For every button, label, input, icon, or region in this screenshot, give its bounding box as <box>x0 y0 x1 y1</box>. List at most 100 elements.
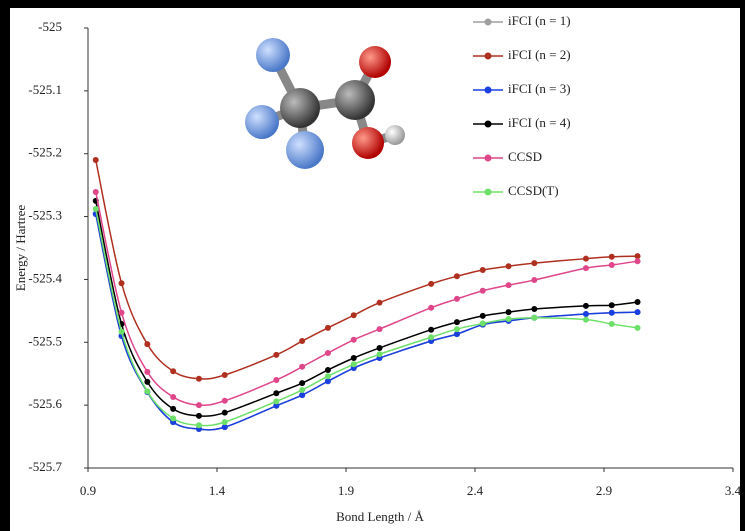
data-point <box>454 319 460 325</box>
data-point <box>635 258 641 264</box>
legend-marker <box>485 155 492 162</box>
legend-label: iFCI (n = 4) <box>508 115 571 130</box>
y-tick-label: -525.2 <box>28 145 62 160</box>
data-point <box>93 157 99 163</box>
data-point <box>583 303 589 309</box>
data-point <box>196 402 202 408</box>
data-point <box>119 329 125 335</box>
legend-marker <box>485 121 492 128</box>
data-point <box>583 311 589 317</box>
y-tick-label: -525.3 <box>28 208 62 223</box>
data-point <box>583 256 589 262</box>
data-point <box>273 398 279 404</box>
data-point <box>531 260 537 266</box>
data-point <box>609 321 615 327</box>
legend-label: CCSD <box>508 149 542 164</box>
data-point <box>454 296 460 302</box>
x-tick-label: 2.4 <box>467 483 484 498</box>
page: {"chart_data": {"type": "line", "x_label… <box>0 0 745 531</box>
legend-label: iFCI (n = 1) <box>508 13 571 28</box>
data-point <box>609 262 615 268</box>
data-point <box>325 325 331 331</box>
data-point <box>583 317 589 323</box>
data-point <box>480 288 486 294</box>
data-point <box>635 309 641 315</box>
data-point <box>609 254 615 260</box>
data-point <box>196 422 202 428</box>
data-point <box>273 390 279 396</box>
x-tick-label: 3.4 <box>725 483 742 498</box>
data-point <box>196 413 202 419</box>
data-point <box>273 377 279 383</box>
data-point <box>635 299 641 305</box>
data-point <box>428 305 434 311</box>
data-point <box>119 280 125 286</box>
data-point <box>635 325 641 331</box>
data-point <box>583 265 589 271</box>
data-point <box>93 206 99 212</box>
data-point <box>351 337 357 343</box>
legend-marker <box>485 53 492 60</box>
data-point <box>144 388 150 394</box>
data-point <box>144 341 150 347</box>
data-point <box>170 368 176 374</box>
data-point <box>222 372 228 378</box>
data-point <box>299 338 305 344</box>
data-point <box>531 277 537 283</box>
legend-marker <box>485 19 492 26</box>
data-point <box>325 350 331 356</box>
legend-label: CCSD(T) <box>508 183 559 198</box>
x-tick-label: 2.9 <box>596 483 612 498</box>
data-point <box>506 263 512 269</box>
y-tick-label: -525.6 <box>28 396 62 411</box>
legend-marker <box>485 87 492 94</box>
data-point <box>196 376 202 382</box>
legend-label: iFCI (n = 2) <box>508 47 571 62</box>
data-point <box>351 355 357 361</box>
x-tick-label: 1.4 <box>209 483 226 498</box>
legend-marker <box>485 189 492 196</box>
data-point <box>299 364 305 370</box>
data-point <box>428 281 434 287</box>
data-point <box>531 306 537 312</box>
data-point <box>506 282 512 288</box>
data-point <box>480 320 486 326</box>
data-point <box>144 379 150 385</box>
data-point <box>273 352 279 358</box>
data-point <box>325 367 331 373</box>
data-point <box>93 189 99 195</box>
data-point <box>506 309 512 315</box>
data-point <box>531 315 537 321</box>
y-tick-label: -525 <box>38 19 62 34</box>
data-point <box>119 310 125 316</box>
data-point <box>480 313 486 319</box>
data-point <box>144 369 150 375</box>
y-tick-label: -525.1 <box>28 82 62 97</box>
data-point <box>428 334 434 340</box>
data-point <box>480 267 486 273</box>
data-point <box>609 302 615 308</box>
x-axis-title: Bond Length / Å <box>336 509 424 524</box>
y-tick-label: -525.7 <box>28 459 62 474</box>
data-point <box>325 373 331 379</box>
data-point <box>222 419 228 425</box>
data-point <box>428 327 434 333</box>
data-point <box>351 312 357 318</box>
x-tick-label: 1.9 <box>338 483 354 498</box>
data-point <box>454 273 460 279</box>
data-point <box>222 398 228 404</box>
legend-label: iFCI (n = 3) <box>508 81 571 96</box>
data-point <box>506 316 512 322</box>
chart: Bond Length / Å Energy / Hartree -525 -52… <box>0 0 745 531</box>
data-point <box>377 300 383 306</box>
data-point <box>170 415 176 421</box>
data-point <box>299 380 305 386</box>
data-point <box>454 326 460 332</box>
data-point <box>170 394 176 400</box>
data-point <box>609 310 615 316</box>
data-point <box>377 351 383 357</box>
y-tick-label: -525.5 <box>28 333 62 348</box>
y-axis-title: Energy / Hartree <box>13 205 28 292</box>
data-point <box>170 406 176 412</box>
x-tick-label: 0.9 <box>80 483 96 498</box>
